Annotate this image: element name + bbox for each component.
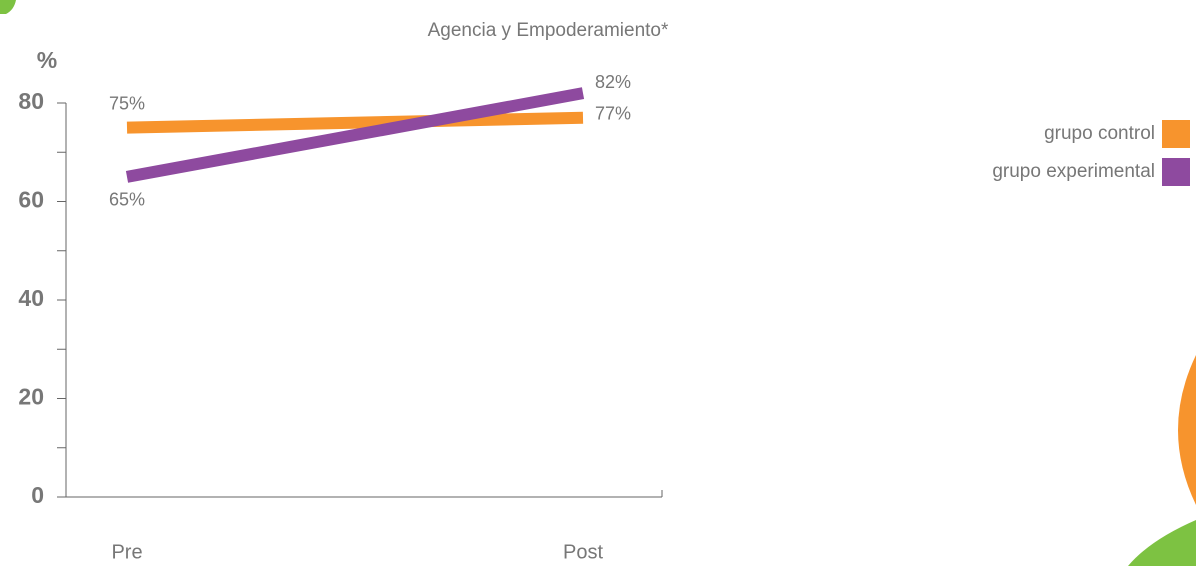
legend-swatch [1162,120,1190,148]
line [126,111,584,134]
y-tick-label: 20 [18,384,44,410]
x-tick-label: Pre [111,541,142,563]
decoration [0,0,16,14]
data-label: 65% [109,190,145,210]
y-tick-label: 0 [31,482,44,508]
data-label: 75% [109,93,145,113]
data-label: 77% [595,104,631,124]
legend-label: grupo experimental [992,161,1155,182]
legend-swatch [1162,158,1190,186]
decoration [1178,355,1196,505]
x-tick-label: Post [563,541,603,563]
line [125,87,585,183]
chart-title: Agencia y Empoderamiento* [428,20,669,41]
legend-label: grupo control [1044,123,1155,144]
decoration [1128,520,1196,566]
y-tick-label: 80 [18,88,44,114]
y-axis-label: % [37,47,57,73]
y-tick-label: 40 [18,285,44,311]
data-label: 82% [595,72,631,92]
y-tick-label: 60 [18,187,44,213]
